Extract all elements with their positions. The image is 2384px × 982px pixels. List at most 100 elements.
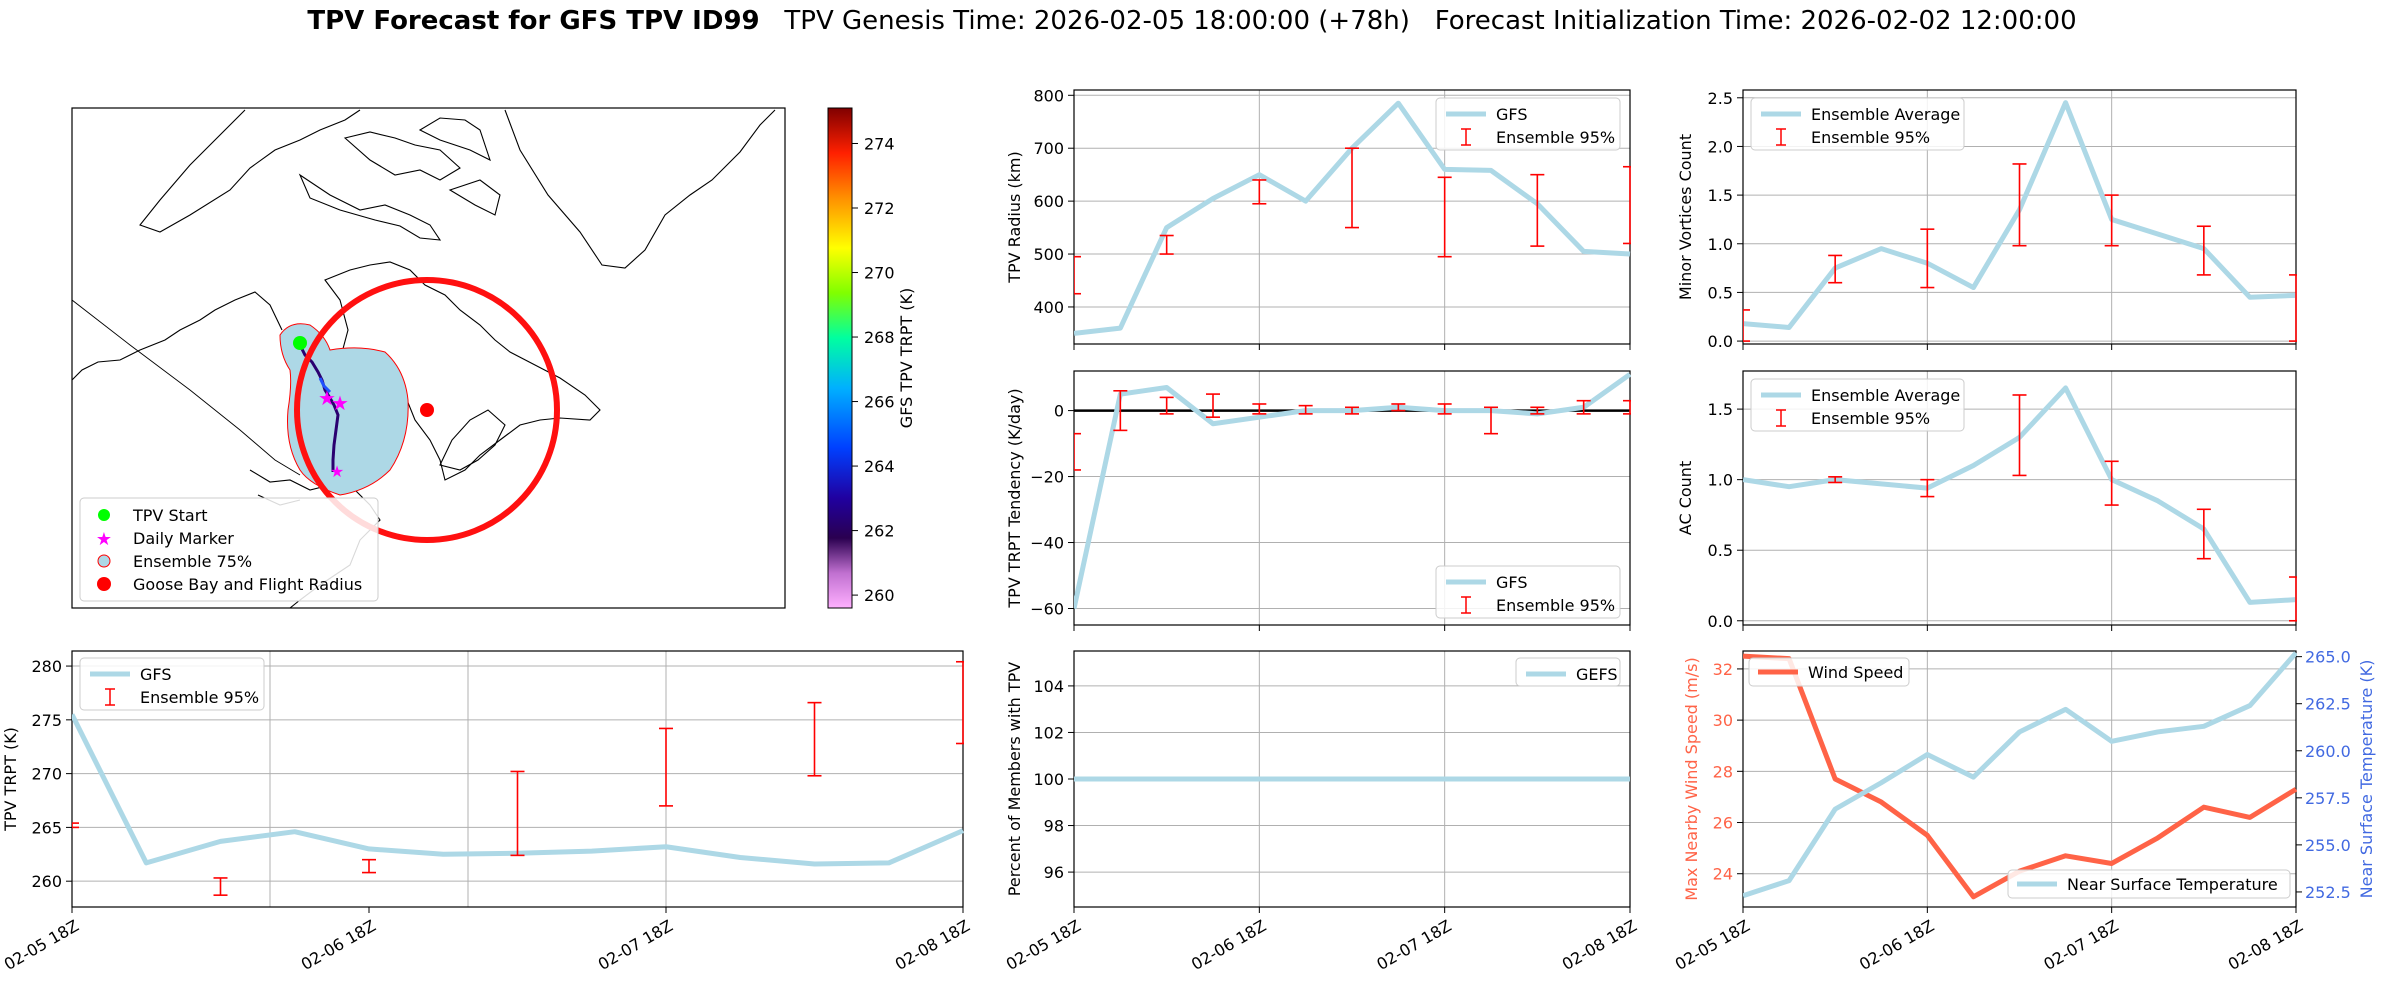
y-right-tick-label: 252.5 [2305, 883, 2351, 902]
errorbar [1298, 404, 1313, 415]
errorbar [1920, 228, 1935, 289]
y-axis-label: Minor Vortices Count [1676, 134, 1695, 300]
y-tick-label: 1.0 [1708, 235, 1733, 254]
chart-trpt-tendency: −60 −40 −20 0 TPV TRPT Tendency (K/day) GFS En… [1005, 370, 1631, 631]
legend-daily-marker-icon: ★ [96, 529, 112, 550]
y-tick-label: 1.5 [1708, 400, 1733, 419]
x-tick-label: 02-05 18Z [1, 916, 82, 974]
x-tick-label: 02-05 18Z [1003, 916, 1084, 974]
y-right-tick-label: 257.5 [2305, 789, 2351, 808]
chart-legend: Wind Speed [1748, 657, 1910, 687]
errorbar [1391, 403, 1406, 412]
colorbar-gradient [827, 107, 853, 609]
legend-goose-bay-icon [97, 577, 111, 591]
errorbar [1530, 173, 1545, 247]
colorbar-label: GFS TPV TRPT (K) [897, 288, 916, 428]
legend-label: GEFS [1576, 665, 1618, 684]
errorbar [956, 660, 964, 745]
colorbar-tick-label: 272 [864, 199, 895, 218]
y-tick-label: 2.0 [1708, 137, 1733, 156]
legend-label: Ensemble Average [1811, 105, 1960, 124]
y-tick-label: 0 [1054, 402, 1064, 421]
legend-label: Ensemble 95% [1496, 596, 1615, 615]
x-tick-label: 02-06 18Z [1188, 916, 1269, 974]
colorbar-tick-label: 264 [864, 457, 895, 476]
y-axis-label: AC Count [1676, 461, 1695, 535]
errorbar [1484, 406, 1498, 435]
coastline-newfoundland [439, 409, 506, 471]
errorbar [1623, 165, 1631, 245]
y-axis-label: TPV TRPT Tendency (K/day) [1005, 388, 1024, 608]
y-tick-label: 0.0 [1708, 612, 1733, 631]
errorbar [1576, 399, 1591, 415]
legend-tpv-start: TPV Start [132, 506, 208, 525]
errorbar [659, 727, 673, 807]
errorbar [1345, 147, 1359, 229]
chart-tpv-radius: 400 500 600 700 800 TPV Radius (km) GFS Ensembl… [1005, 86, 1631, 350]
y-tick-label: 102 [1033, 723, 1064, 742]
tpv-track-blue-segment [318, 377, 332, 394]
x-tick-label: 02-07 18Z [1373, 916, 1454, 974]
y-tick-label: 600 [1033, 192, 1064, 211]
legend-label: GFS [140, 665, 171, 684]
y-right-tick-label: 260.0 [2305, 742, 2351, 761]
y-tick-label: 96 [1044, 863, 1064, 882]
errorbar [362, 858, 376, 874]
errorbar [2196, 508, 2211, 560]
meridian-line [72, 299, 301, 476]
y-tick-label: 500 [1033, 245, 1064, 264]
chart-legend: Near Surface Temperature [2007, 869, 2291, 899]
chart-percent-members: 96 98 100 102 104 02-05 18Z 02-06 18Z 02-07 18Z… [1003, 650, 1640, 974]
errorbar [1828, 476, 1843, 484]
goose-bay-marker [420, 403, 434, 417]
y-tick-label: 1.0 [1708, 471, 1733, 490]
errorbar [807, 701, 822, 777]
ensemble-75-area [279, 323, 409, 496]
x-tick-label: 02-07 18Z [2040, 916, 2121, 974]
errorbar [1345, 406, 1359, 415]
errorbar [72, 822, 79, 829]
y-tick-label: 2.5 [1708, 89, 1733, 108]
y-tick-label: 700 [1033, 139, 1064, 158]
tpv-start-marker [293, 336, 307, 350]
legend-daily-marker: Daily Marker [133, 529, 234, 548]
y-tick-label: 26 [1713, 814, 1733, 833]
legend-ensemble-75-icon [97, 554, 111, 568]
errorbar [2012, 394, 2027, 477]
y-tick-label: −40 [1030, 534, 1064, 553]
y-tick-label: 98 [1044, 817, 1064, 836]
errorbar [510, 770, 525, 857]
errorbar [1074, 432, 1081, 471]
errorbar [1113, 389, 1128, 432]
y-axis-label: Percent of Members with TPV [1005, 662, 1024, 896]
errorbar [2196, 225, 2211, 276]
y-tick-label: 30 [1713, 711, 1733, 730]
chart-minor-vortices: 0.0 0.5 1.0 1.5 2.0 2.5 Minor Vortices Count En… [1676, 89, 2297, 351]
y-tick-label: −20 [1030, 468, 1064, 487]
map-legend: TPV Start ★ Daily Marker Ensemble 75% Go… [79, 497, 379, 602]
errorbar [2012, 163, 2027, 247]
legend-tpv-start-icon [98, 509, 110, 521]
errorbar [2289, 274, 2297, 342]
colorbar-tick-label: 262 [864, 522, 895, 541]
coastline-greenland [504, 109, 776, 269]
axes-frame [1073, 370, 1631, 626]
y-tick-label: 1.5 [1708, 186, 1733, 205]
errorbar [1252, 403, 1267, 415]
figure-title-bold: TPV Forecast for GFS TPV ID99 [307, 6, 760, 36]
x-tick-label: 02-06 18Z [298, 916, 379, 974]
legend-label: GFS [1496, 105, 1527, 124]
y-right-tick-label: 262.5 [2305, 695, 2351, 714]
chart-tpv-trpt: 260 265 270 275 280 02-05 18Z 02-06 18Z 02-07 1… [1, 650, 973, 974]
x-tick-label: 02-06 18Z [1856, 916, 1937, 974]
x-tick-label: 02-07 18Z [595, 916, 676, 974]
errorbar [1159, 396, 1174, 415]
errorbar [1530, 406, 1545, 415]
x-tick-label: 02-08 18Z [1559, 916, 1640, 974]
chart-legend: GFS Ensemble 95% [1435, 97, 1621, 151]
errorbar [1828, 254, 1843, 284]
y-tick-label: 280 [31, 657, 62, 676]
errorbar [2104, 460, 2119, 506]
series-line [1743, 651, 2297, 899]
